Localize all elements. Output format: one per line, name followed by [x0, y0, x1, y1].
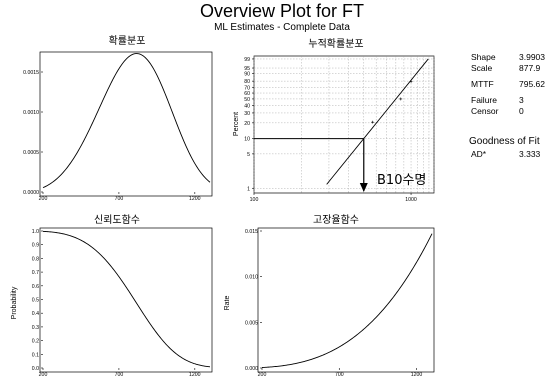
- cdf-y-tick-label: 40: [244, 103, 250, 109]
- reliability-x-tick-label: 200: [39, 372, 48, 378]
- hazard-y-tick-label: 0.015: [245, 229, 258, 235]
- stat-mttf-value: 795.62: [519, 79, 545, 89]
- cdf-plot-frame: [253, 55, 435, 194]
- hazard-y-axis-label: Rate: [224, 296, 231, 311]
- stat-failure-label: Failure: [471, 95, 497, 105]
- hazard-x-tick-label: 700: [335, 372, 344, 378]
- reliability-panel-title: 신뢰도함수: [94, 214, 140, 226]
- cdf-x-tick-label: 100: [250, 197, 259, 203]
- reliability-curve-line: [42, 230, 211, 368]
- cdf-y-tick-label: 80: [244, 79, 250, 85]
- pdf-x-tick-label: 1200: [189, 196, 201, 202]
- cdf-y-tick-label: 60: [244, 91, 250, 97]
- stat-censor-value: 0: [519, 106, 524, 116]
- pdf-plot-frame: [39, 51, 213, 197]
- pdf-x-tick-label: 200: [39, 196, 48, 202]
- pdf-x-tick-label: 700: [115, 196, 124, 202]
- figure-subtitle: ML Estimates - Complete Data: [214, 22, 350, 33]
- reliability-y-tick-label: 0.9: [32, 243, 39, 249]
- cdf-panel-title: 누적확률분포: [308, 38, 363, 50]
- cdf-y-tick-label: 95: [244, 66, 250, 72]
- reliability-y-tick-label: 0.6: [32, 284, 39, 290]
- cdf-y-tick-label: 1: [247, 186, 250, 192]
- reliability-y-tick-label: 0.1: [32, 352, 39, 358]
- stat-mttf-label: MTTF: [471, 79, 494, 89]
- hazard-x-tick-label: 200: [258, 372, 267, 378]
- reliability-y-tick-label: 0.8: [32, 256, 39, 262]
- reliability-y-tick-label: 0.4: [32, 311, 39, 317]
- cdf-y-tick-label: 5: [247, 152, 250, 158]
- pdf-curve-line: [42, 53, 211, 189]
- stat-failure-value: 3: [519, 95, 524, 105]
- stat-scale-label: Scale: [471, 63, 493, 73]
- stat-shape-label: Shape: [471, 52, 496, 62]
- stats-table: Shape 3.9903 Scale 877.9 MTTF 795.62 Fai…: [469, 52, 545, 159]
- gof-ad-label: AD*: [471, 149, 487, 159]
- cdf-y-tick-label: 90: [244, 72, 250, 78]
- cdf-data-point: [409, 80, 413, 83]
- reliability-y-tick-label: 0.5: [32, 298, 39, 304]
- hazard-y-tick-label: 0.005: [245, 320, 258, 326]
- cdf-y-tick-label: 70: [244, 85, 250, 91]
- reliability-x-tick-label: 700: [115, 372, 124, 378]
- cdf-y-axis-label: Percent: [233, 112, 240, 136]
- stat-shape-value: 3.9903: [519, 52, 545, 62]
- reliability-y-tick-label: 0.2: [32, 339, 39, 345]
- pdf-y-tick-label: 0.0000: [23, 190, 39, 196]
- cdf-y-tick-label: 20: [244, 121, 250, 127]
- hazard-panel-title: 고장율함수: [313, 214, 359, 226]
- pdf-y-tick-label: 0.0010: [23, 110, 39, 116]
- hazard-chart-marks: 200 700 1200 0.000 0.005 0.010 0.015: [245, 229, 433, 378]
- reliability-y-tick-label: 1.0: [32, 229, 39, 235]
- cdf-y-tick-label: 50: [244, 97, 250, 103]
- pdf-y-tick-label: 0.0015: [23, 70, 39, 76]
- pdf-panel-title: 확률분포: [109, 35, 146, 47]
- cdf-x-tick-label: 1000: [405, 197, 417, 203]
- reliability-y-tick-label: 0.3: [32, 325, 39, 331]
- reliability-plot-frame: [39, 227, 213, 373]
- reliability-y-axis-label: Probability: [11, 286, 18, 319]
- hazard-curve-line: [261, 233, 433, 368]
- cdf-y-tick-label: 30: [244, 111, 250, 117]
- hazard-x-tick-label: 1200: [411, 372, 423, 378]
- hazard-plot-frame: [257, 227, 435, 373]
- reliability-x-tick-label: 1200: [189, 372, 201, 378]
- cdf-data-point: [371, 120, 375, 124]
- cdf-y-tick-label: 10: [244, 137, 250, 143]
- reliability-y-tick-label: 0.0: [32, 366, 39, 372]
- hazard-y-tick-label: 0.000: [245, 366, 258, 372]
- reliability-chart-marks: 200 700 1200 0.0 0.1 0.2 0.3 0.4 0.5 0.6 0.7 0.8 0.9…: [32, 229, 211, 378]
- cdf-y-tick-label: 99: [244, 57, 250, 63]
- b10-life-annotation: B10수명: [377, 173, 426, 188]
- stat-scale-value: 877.9: [519, 63, 541, 73]
- reliability-y-tick-label: 0.7: [32, 270, 39, 276]
- gof-ad-value: 3.333: [519, 149, 541, 159]
- b10-arrow-head: [359, 183, 368, 192]
- stat-censor-label: Censor: [471, 106, 499, 116]
- pdf-y-tick-label: 0.0005: [23, 150, 39, 156]
- cdf-fit-line: [326, 58, 429, 185]
- goodness-of-fit-title: Goodness of Fit: [469, 136, 540, 147]
- hazard-y-tick-label: 0.010: [245, 275, 258, 281]
- pdf-chart-marks: 200 700 1200 0.0000 0.0005 0.0010 0.0015: [23, 53, 211, 202]
- cdf-data-point: [399, 97, 403, 101]
- figure-title: Overview Plot for FT: [200, 1, 364, 21]
